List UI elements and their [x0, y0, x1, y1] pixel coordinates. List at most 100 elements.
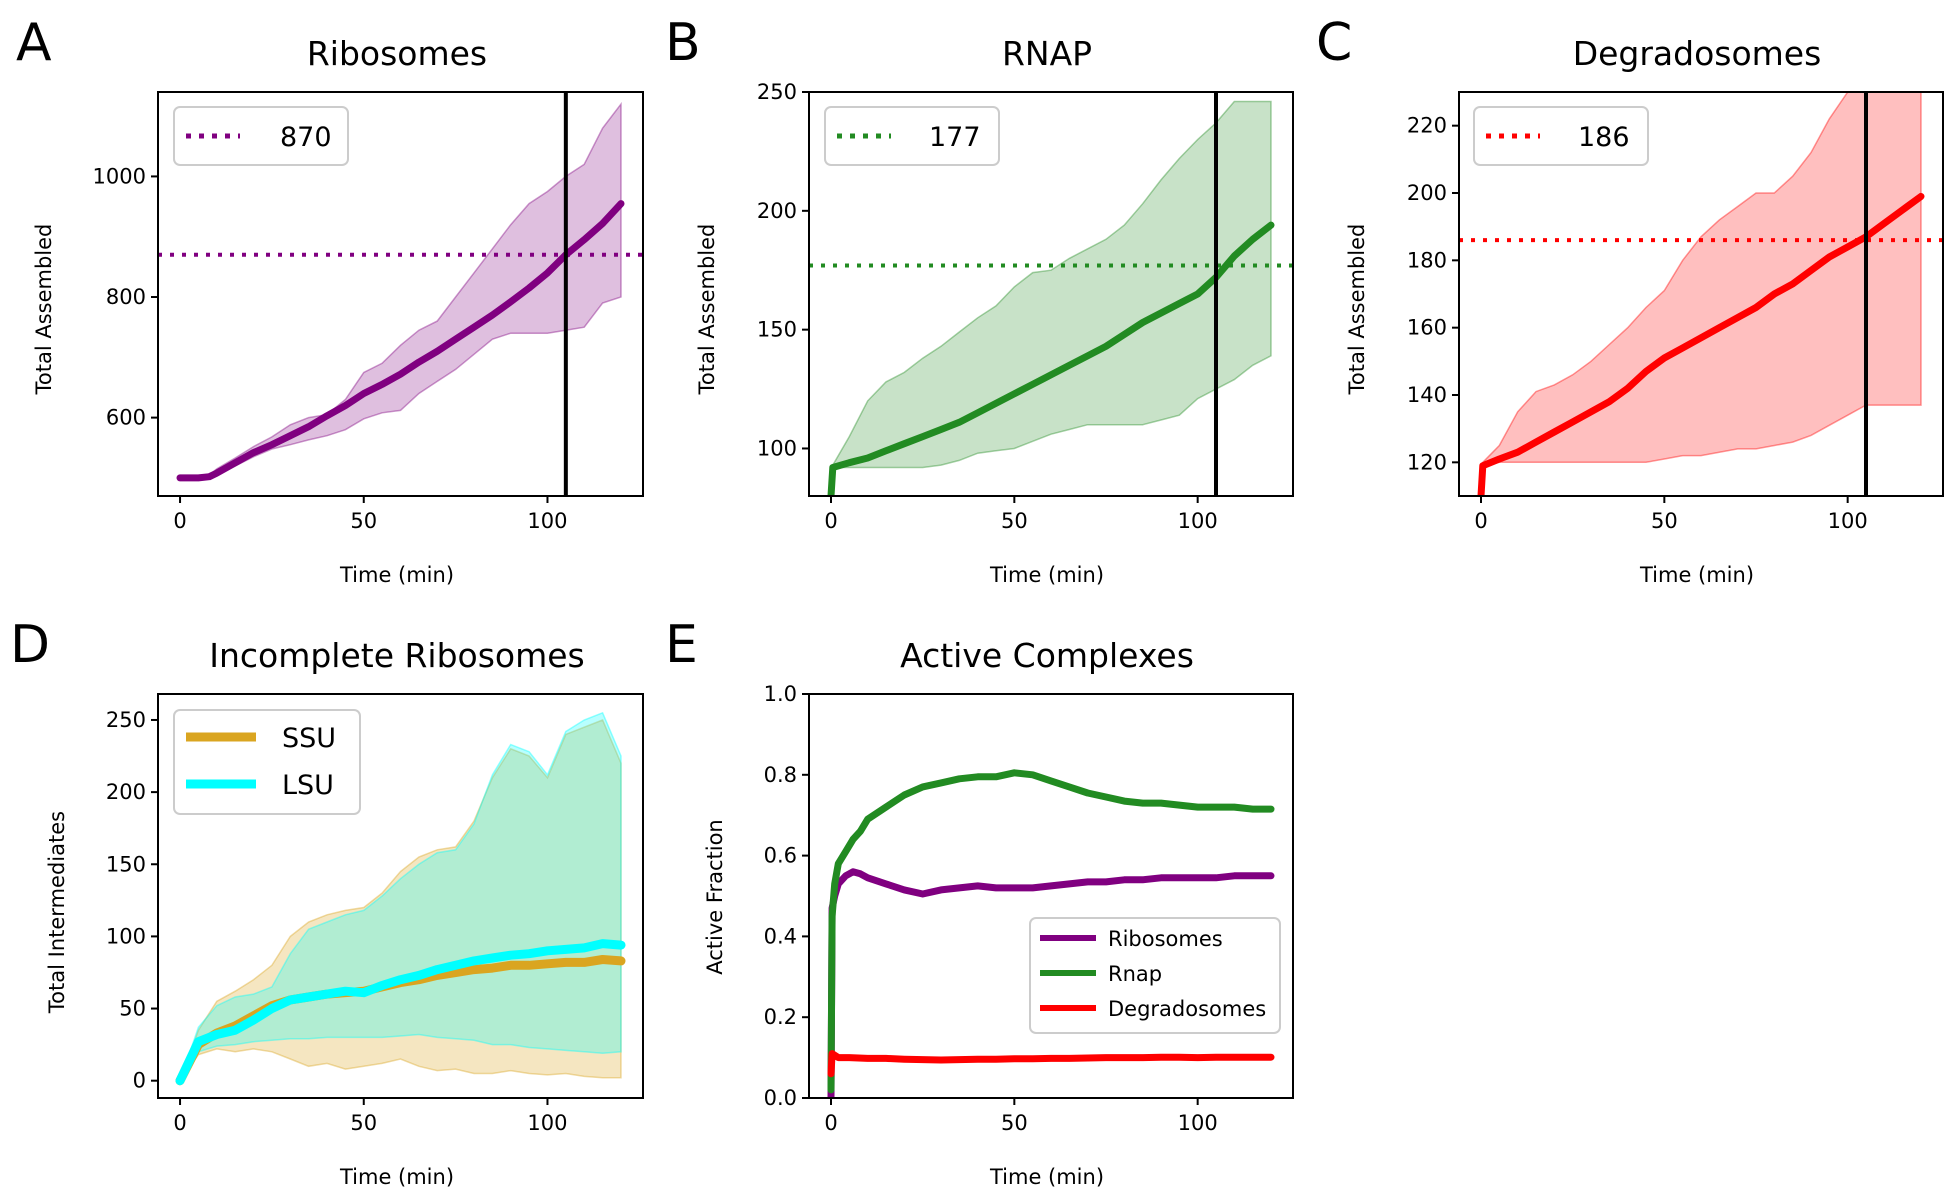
panel-letter-b: B: [665, 13, 701, 73]
panel-a-ytick-label: 800: [106, 285, 146, 309]
panel-e-legend-box: [1029, 917, 1281, 1034]
panel-a-line-0: [176, 200, 625, 482]
panel-e-series-layer: [827, 769, 1275, 1098]
panel-c-plot-area: 0 50 100 120 140 160 180 200 220: [1407, 91, 1944, 533]
panel-a-series-layer: [158, 92, 643, 496]
panel-d-legend-label-lsu: LSU: [282, 770, 334, 801]
panel-d: D Incomplete Ribosomes 0 50 100 0 50 100 150 20…: [10, 615, 644, 1189]
panel-e-ytick-label: 0.4: [764, 924, 797, 948]
panel-e-ytick-label: 1.0: [764, 682, 797, 706]
panel-e-ytick-label: 0.2: [764, 1005, 797, 1029]
panel-c-ytick-label: 200: [1407, 181, 1447, 205]
panel-e-plot-area: 0 50 100 0.0 0.2 0.4 0.6 0.8 1.0: [764, 682, 1294, 1135]
panel-b-plot-area: 0 50 100 100 150 200 250: [757, 80, 1294, 533]
panel-a-frame: [157, 91, 644, 497]
panel-a-xtick-label: 100: [527, 509, 567, 533]
panel-c-legend: 186: [1473, 106, 1649, 166]
panel-d-xtick-label: 0: [173, 1111, 186, 1135]
panel-c-legend-label: 186: [1578, 122, 1630, 153]
panel-d-frame: [157, 693, 644, 1099]
panel-b-ytick-label: 100: [757, 436, 797, 460]
panel-d-ytick-label: 50: [119, 997, 146, 1021]
panel-d-ytick-label: 250: [106, 708, 146, 732]
panel-letter-c: C: [1316, 13, 1352, 73]
panel-d-band-lsu: [179, 711, 622, 1082]
panel-e-legend-label-rnap: Rnap: [1108, 962, 1162, 986]
panel-a-ylabel: Total Assembled: [32, 224, 56, 396]
panel-d-ytick-label: 0: [133, 1069, 146, 1093]
panel-c-title: Degradosomes: [1573, 34, 1822, 73]
panel-c-line-0: [1477, 192, 1925, 496]
panel-d-ytick-label: 200: [106, 780, 146, 804]
panel-c-ytick-label: 220: [1407, 114, 1447, 138]
panel-c-ytick-label: 160: [1407, 316, 1447, 340]
panel-a-xtick-label: 50: [350, 509, 377, 533]
panel-letter-d: D: [10, 615, 50, 675]
panel-e-legend-label-ribosomes: Ribosomes: [1108, 927, 1223, 951]
panel-e-xtick-label: 50: [1001, 1111, 1028, 1135]
panel-e-title: Active Complexes: [900, 636, 1194, 675]
panel-d-plot-area: 0 50 100 0 50 100 150 200 250: [106, 693, 644, 1135]
panel-b-xlabel: Time (min): [989, 563, 1104, 587]
panel-e-line-ribosomes: [827, 868, 1275, 1098]
panel-b: B RNAP 0 50 100 100 150 200 250 Time (min) Tot…: [665, 13, 1294, 587]
panel-letter-a: A: [16, 13, 52, 73]
panel-d-xtick-label: 50: [350, 1111, 377, 1135]
panel-e-ylabel: Active Fraction: [703, 819, 727, 974]
panel-c-ytick-label: 140: [1407, 383, 1447, 407]
panel-e-line-degradosomes: [827, 1050, 1275, 1078]
panel-d-legend-label-ssu: SSU: [282, 723, 336, 754]
panel-d-band-ssu: [179, 719, 622, 1082]
panel-c-frame: [1458, 91, 1944, 497]
panel-b-title: RNAP: [1002, 34, 1092, 73]
panel-a-plot-area: 0 50 100 600 800 1000: [93, 91, 644, 533]
panel-b-ylabel: Total Assembled: [695, 224, 719, 396]
panel-d-xlabel: Time (min): [339, 1165, 454, 1189]
panel-b-legend-label: 177: [929, 122, 981, 153]
panel-b-frame: [808, 91, 1294, 497]
panel-b-line-0: [827, 221, 1275, 496]
panel-e-xtick-label: 0: [824, 1111, 837, 1135]
panel-c-xlabel: Time (min): [1639, 563, 1754, 587]
panel-b-ytick-label: 150: [757, 318, 797, 342]
panel-c-legend-box: [1473, 106, 1649, 166]
panel-d-legend: SSU LSU: [173, 709, 361, 815]
panel-a-title: Ribosomes: [307, 34, 487, 73]
panel-c-xtick-label: 50: [1651, 509, 1678, 533]
panel-b-legend: 177: [824, 106, 1000, 166]
panel-b-ytick-label: 200: [757, 199, 797, 223]
panel-d-title: Incomplete Ribosomes: [209, 636, 585, 675]
panel-b-series-layer: [809, 92, 1293, 496]
panel-d-ytick-label: 100: [106, 924, 146, 948]
panel-c-series-layer: [1459, 92, 1943, 496]
panel-d-ylabel: Total Intermediates: [45, 811, 69, 1014]
panel-b-xtick-label: 100: [1178, 509, 1218, 533]
panel-letter-e: E: [665, 615, 698, 675]
panel-b-xtick-label: 50: [1001, 509, 1028, 533]
panel-a-legend-box: [173, 106, 349, 166]
panel-c-xtick-label: 100: [1828, 509, 1868, 533]
panel-c-band-0: [1480, 92, 1922, 496]
panel-a-xlabel: Time (min): [339, 563, 454, 587]
panel-e-legend-label-degradosomes: Degradosomes: [1108, 997, 1266, 1021]
panel-e-xlabel: Time (min): [989, 1165, 1104, 1189]
panel-e-ytick-label: 0.6: [764, 844, 797, 868]
panel-e-line-rnap: [827, 769, 1275, 1094]
panel-c-ytick-label: 120: [1407, 450, 1447, 474]
panel-e-ytick-label: 0.8: [764, 763, 797, 787]
panel-b-ytick-label: 250: [757, 80, 797, 104]
panel-c-ylabel: Total Assembled: [1345, 224, 1369, 396]
panel-c: C Degradosomes 0 50 100120140160180200220 …: [1316, 13, 1944, 587]
panel-b-legend-box: [824, 106, 1000, 166]
panel-d-xtick-label: 100: [527, 1111, 567, 1135]
panel-d-line-lsu: [175, 939, 626, 1086]
panel-d-ytick-label: 150: [106, 852, 146, 876]
panel-a-xtick-label: 0: [173, 509, 186, 533]
panel-a-ytick-label: 1000: [93, 164, 146, 188]
panel-a-ytick-label: 600: [106, 406, 146, 430]
panel-c-xtick-label: 0: [1474, 509, 1487, 533]
panel-e-ytick-label: 0.0: [764, 1086, 797, 1110]
panel-a-legend: 870: [173, 106, 349, 166]
